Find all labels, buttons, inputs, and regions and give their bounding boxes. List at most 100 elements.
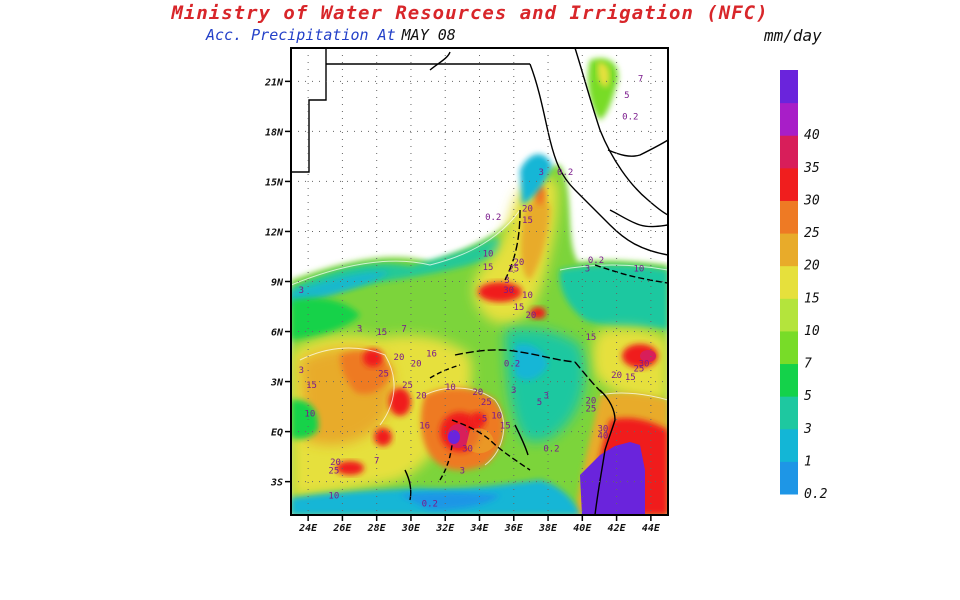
lon-tick-label: 34E — [469, 523, 489, 534]
lat-tick-label: 3S — [270, 478, 283, 489]
lon-tick-label: 44E — [642, 523, 661, 534]
colorbar-label: 40 — [804, 128, 820, 143]
contour-label: 25 — [508, 264, 519, 274]
colorbar-segment — [780, 200, 798, 234]
contour-label: 7 — [374, 456, 379, 466]
map-subtitle: Acc. Precipitation At MAY 08 — [206, 26, 456, 44]
lon-tick-label: 28E — [367, 523, 387, 534]
contour-label: 25 — [585, 405, 596, 415]
colorbar-label: 30 — [803, 193, 820, 208]
precip-field — [291, 48, 668, 515]
contour-label: 3 — [357, 325, 362, 335]
colorbar-label: 35 — [803, 161, 820, 176]
subtitle-label: Acc. Precipitation At — [206, 26, 396, 44]
contour-label: 15 — [500, 421, 511, 431]
contour-label: 7 — [401, 325, 406, 335]
colorbar-segment — [780, 396, 798, 430]
subtitle-date: MAY 08 — [401, 26, 456, 44]
colorbar-segment — [780, 363, 798, 397]
contour-label: 15 — [513, 303, 524, 313]
colorbar-label: 10 — [804, 324, 820, 339]
latitude-ticks: 21N 18N 15N 12N 9N 6N 3N EQ 3S — [264, 77, 291, 489]
contour-label: 20 — [416, 391, 427, 401]
lon-tick-label: 42E — [608, 523, 627, 534]
contour-label: 25 — [402, 381, 413, 391]
contour-label: 25 — [378, 370, 389, 380]
lon-tick-label: 30E — [401, 523, 421, 534]
contour-label: 10 — [522, 291, 533, 301]
contour-label: 10 — [445, 383, 456, 393]
contour-label: 3 — [585, 264, 590, 274]
contour-label: 20 — [611, 371, 622, 381]
contour-label: 10 — [483, 249, 494, 259]
contour-label: 0.2 — [588, 256, 604, 266]
contour-label: 30 — [639, 360, 650, 370]
colorbar-segment — [780, 330, 798, 365]
contour-label: 15 — [376, 328, 387, 338]
contour-label: 40 — [597, 431, 608, 441]
contour-label: 0.2 — [543, 445, 559, 455]
colorbar-segment — [780, 167, 798, 201]
lat-tick-label: 3N — [270, 378, 284, 389]
lon-tick-label: 24E — [298, 523, 318, 534]
colorbar-segment — [780, 102, 798, 136]
colorbar-label: 5 — [804, 389, 812, 404]
contour-label: 0.2 — [485, 213, 501, 223]
units-label: mm/day — [764, 26, 822, 45]
contour-label: 15 — [483, 263, 494, 273]
contour-label: 3 — [538, 168, 543, 178]
lon-tick-label: 36E — [504, 523, 524, 534]
colorbar-segment — [780, 265, 798, 299]
contour-label: 20 — [522, 204, 533, 214]
contour-label: 20 — [411, 360, 422, 370]
contour-label: 20 — [472, 388, 483, 398]
colorbar-segment — [780, 233, 798, 267]
contour-label: 0.2 — [422, 500, 438, 510]
contour-label: 20 — [394, 353, 405, 363]
map-grid — [291, 48, 668, 515]
contour-label: 10 — [491, 411, 502, 421]
contour-label: 0.2 — [622, 113, 638, 123]
colorbar-segment — [780, 70, 798, 104]
contour-label: 16 — [426, 350, 437, 360]
contour-label: 15 — [625, 373, 636, 383]
contour-label: 20 — [513, 258, 524, 268]
contour-label: 0.2 — [557, 168, 573, 178]
contour-label: 5 — [537, 398, 542, 408]
lat-tick-label: 18N — [265, 127, 284, 138]
boundary-lines — [291, 48, 668, 515]
colorbar-segment — [780, 298, 798, 332]
contour-label: 15 — [306, 381, 317, 391]
contour-label: 3 — [511, 386, 516, 396]
lat-tick-label: 9N — [271, 278, 284, 289]
lat-tick-label: 6N — [271, 328, 284, 339]
lon-tick-label: 26E — [332, 523, 352, 534]
lat-tick-label: 12N — [265, 227, 284, 238]
colorbar-segment — [780, 428, 798, 462]
colorbar-label: 7 — [804, 357, 812, 372]
colorbar-label: 3 — [803, 422, 812, 437]
colorbar-label: 20 — [804, 259, 820, 274]
contour-label: 5 — [624, 91, 629, 101]
lat-tick-label: 15N — [265, 177, 284, 188]
contour-label: 3 — [460, 466, 465, 476]
contour-label: 15 — [522, 216, 533, 226]
contour-label: 3 — [504, 276, 509, 286]
contour-label: 20 — [525, 311, 536, 321]
contour-label: 0.2 — [504, 360, 520, 370]
contour-label: 16 — [419, 421, 430, 431]
lon-tick-label: 38E — [538, 523, 558, 534]
contour-label: 25 — [481, 398, 492, 408]
contour-label: 3 — [299, 286, 304, 296]
contour-label: 30 — [503, 286, 514, 296]
contour-label: 25 — [328, 466, 339, 476]
colorbar-label: 1 — [804, 454, 812, 469]
contour-label: 30 — [462, 445, 473, 455]
colorbar-label: 0.2 — [804, 487, 828, 502]
colorbar-label: 15 — [804, 291, 820, 306]
contour-label: 5 — [482, 415, 487, 425]
contour-label: 3 — [544, 391, 549, 401]
